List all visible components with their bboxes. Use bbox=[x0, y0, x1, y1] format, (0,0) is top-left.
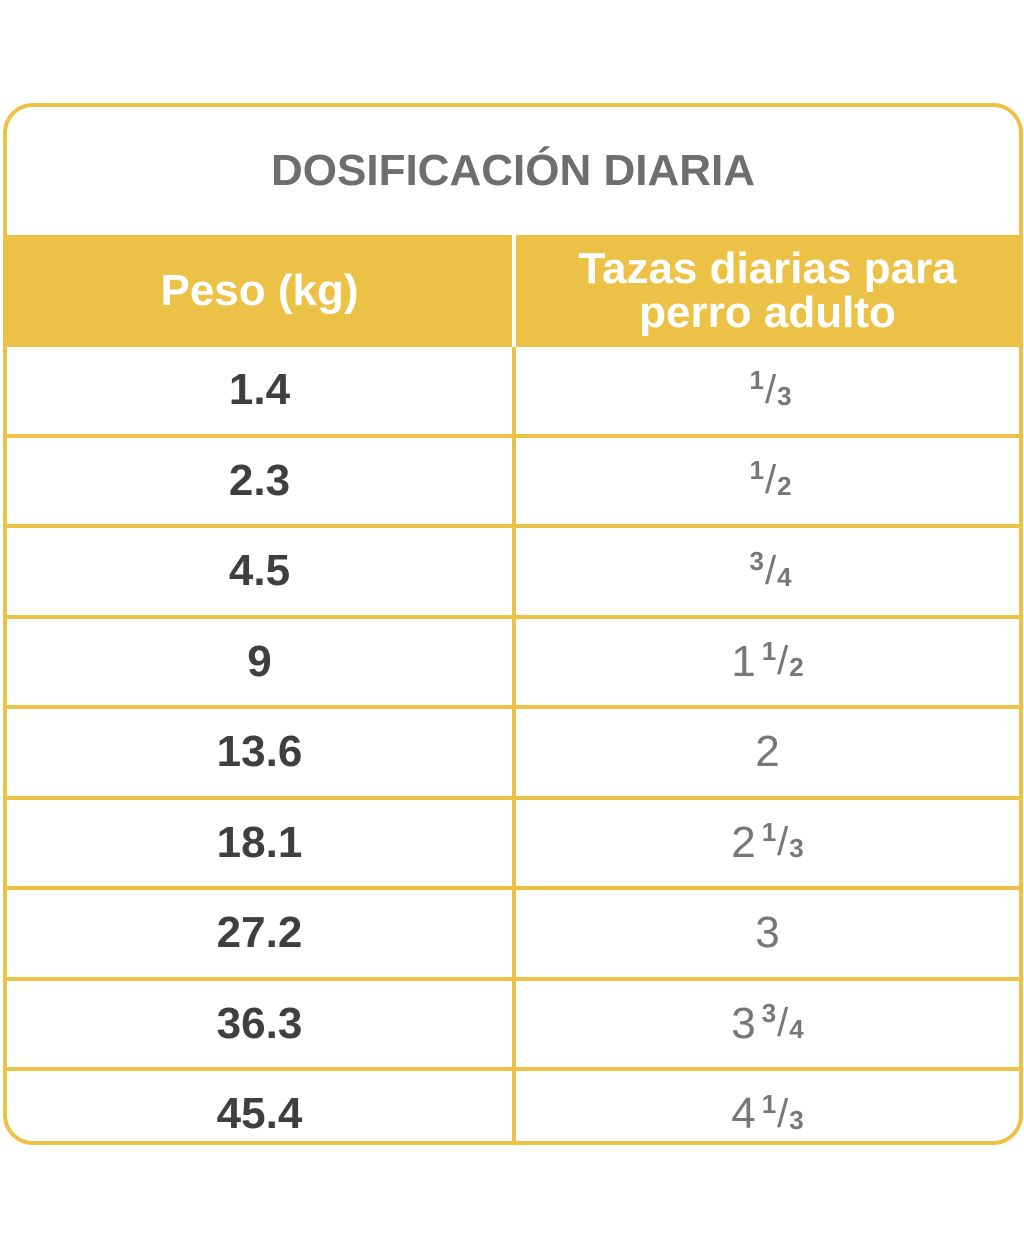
fraction-slash: / bbox=[777, 1001, 789, 1046]
table-row: 4.5 3/4 bbox=[7, 524, 1019, 615]
weight-cell: 36.3 bbox=[7, 980, 516, 1067]
fraction-numerator: 1 bbox=[749, 455, 764, 486]
cups-cell: 1/2 bbox=[516, 438, 1019, 525]
weight-cell: 27.2 bbox=[7, 890, 516, 977]
cups-fraction: 1/3 bbox=[761, 1088, 804, 1137]
cups-fraction: 1/3 bbox=[761, 817, 804, 865]
fraction-numerator: 3 bbox=[761, 998, 777, 1029]
fraction-denominator: 4 bbox=[789, 1014, 804, 1045]
header-row: Peso (kg) Tazas diarias para perro adult… bbox=[7, 235, 1019, 347]
table-row: 27.2 3 bbox=[7, 886, 1019, 977]
fraction-numerator: 3 bbox=[749, 545, 764, 576]
weight-cell: 18.1 bbox=[7, 799, 516, 886]
fraction-slash: / bbox=[764, 458, 777, 503]
cups-fraction: 1/2 bbox=[749, 455, 792, 503]
fraction-numerator: 1 bbox=[761, 636, 777, 667]
weight-cell: 13.6 bbox=[7, 709, 516, 796]
fraction-denominator: 3 bbox=[789, 833, 804, 864]
cups-whole: 4 bbox=[731, 1089, 756, 1139]
fraction-numerator: 1 bbox=[761, 1088, 777, 1119]
column-header: Peso (kg) bbox=[7, 235, 516, 347]
cups-cell: 1 1/2 bbox=[516, 619, 1019, 706]
fraction-numerator: 1 bbox=[761, 817, 777, 848]
fraction-slash: / bbox=[777, 639, 789, 684]
table-row: 36.3 3 3/4 bbox=[7, 976, 1019, 1068]
table-row: 18.1 2 1/3 bbox=[7, 795, 1019, 887]
fraction-numerator: 1 bbox=[749, 364, 764, 395]
fraction-slash: / bbox=[777, 1091, 789, 1136]
cups-whole: 2 bbox=[731, 817, 756, 867]
fraction-denominator: 3 bbox=[789, 1104, 804, 1135]
cups-cell: 2 1/3 bbox=[516, 800, 1019, 887]
table-row: 45.4 4 1/3 bbox=[7, 1067, 1019, 1141]
cups-cell: 3 bbox=[516, 890, 1019, 977]
column-header: Tazas diarias para perro adulto bbox=[578, 244, 957, 337]
cups-cell: 3/4 bbox=[516, 528, 1019, 615]
fraction-denominator: 2 bbox=[789, 652, 804, 683]
cups-fraction: 1/3 bbox=[749, 364, 792, 413]
cups-cell: 2 bbox=[516, 709, 1019, 796]
table-row: 9 1 1/2 bbox=[7, 614, 1019, 706]
weight-cell: 4.5 bbox=[7, 528, 516, 615]
table-row: 13.6 2 bbox=[7, 705, 1019, 796]
fraction-slash: / bbox=[764, 548, 777, 593]
cups-whole: 1 bbox=[731, 636, 756, 686]
cups-whole: 3 bbox=[731, 998, 756, 1048]
cups-cell: 4 1/3 bbox=[516, 1071, 1019, 1141]
fraction-denominator: 2 bbox=[777, 471, 792, 502]
cups-fraction: 1/2 bbox=[761, 636, 804, 684]
cups-fraction: 3/4 bbox=[761, 998, 804, 1046]
dosage-table: DOSIFICACIÓN DIARIA Peso (kg) Tazas diar… bbox=[3, 103, 1023, 1145]
table-body: 1.4 1/3 2.3 1/2 4.5 3/4 9 1 1/2 13.6 2 18.1 2 1/3 27.2… bbox=[7, 347, 1019, 1141]
weight-cell: 2.3 bbox=[7, 437, 516, 524]
weight-cell: 1.4 bbox=[7, 347, 516, 434]
title: DOSIFICACIÓN DIARIA bbox=[271, 146, 755, 195]
weight-cell: 45.4 bbox=[7, 1071, 516, 1141]
cups-whole: 3 bbox=[755, 908, 780, 958]
weight-cell: 9 bbox=[7, 618, 516, 705]
fraction-slash: / bbox=[764, 367, 777, 412]
cups-cell: 1/3 bbox=[516, 347, 1019, 434]
fraction-slash: / bbox=[777, 820, 789, 865]
fraction-denominator: 3 bbox=[777, 380, 792, 411]
table-row: 1.4 1/3 bbox=[7, 347, 1019, 434]
fraction-denominator: 4 bbox=[777, 561, 792, 592]
table-row: 2.3 1/2 bbox=[7, 433, 1019, 525]
cups-cell: 3 3/4 bbox=[516, 981, 1019, 1068]
cups-whole: 2 bbox=[755, 727, 780, 777]
cups-fraction: 3/4 bbox=[749, 545, 792, 594]
